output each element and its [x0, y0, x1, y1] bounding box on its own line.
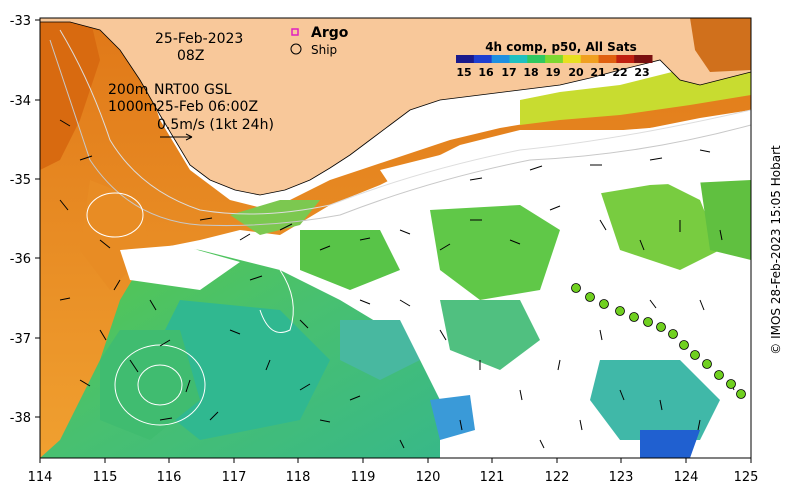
sst-warm-band	[40, 18, 751, 458]
colorbar-swatch	[598, 55, 617, 63]
colorbar-tick: 17	[501, 66, 516, 79]
isobath-label-200: 200m	[108, 82, 148, 98]
x-tick-label: 119	[351, 470, 376, 485]
product-name: NRT00 GSL	[154, 82, 232, 98]
colorbar-tick: 20	[568, 66, 584, 79]
map-hour: 08Z	[177, 48, 204, 64]
colorbar-swatch	[473, 55, 493, 63]
isobath-label-1000: 1000m	[108, 99, 157, 115]
product-time: 25-Feb 06:00Z	[156, 99, 258, 115]
colorbar-swatch	[456, 55, 475, 63]
y-tick-label: -36	[10, 252, 31, 267]
colorbar-swatch	[491, 55, 510, 63]
colorbar-swatch	[616, 55, 635, 63]
colorbar-swatch	[634, 55, 653, 63]
credit-text: © IMOS 28-Feb-2023 15:05 Hobart	[769, 145, 783, 355]
y-tick-label: -37	[10, 332, 31, 347]
colorbar-tick: 22	[612, 66, 627, 79]
x-tick-label: 115	[93, 470, 118, 485]
y-tick-label: -34	[10, 94, 31, 109]
x-tick-label: 120	[416, 470, 441, 485]
x-tick-label: 117	[222, 470, 247, 485]
colorbar-swatch	[562, 55, 582, 63]
x-tick-label: 118	[286, 470, 311, 485]
colorbar-swatch	[545, 55, 564, 63]
map-date: 25-Feb-2023	[155, 31, 243, 47]
y-tick-label: -38	[10, 411, 31, 426]
x-tick-label: 114	[28, 470, 53, 485]
colorbar-swatch	[527, 55, 546, 63]
colorbar-title: 4h comp, p50, All Sats	[485, 40, 637, 54]
colorbar-swatch	[509, 55, 528, 63]
argo-icon	[291, 28, 299, 36]
scale-label: 0.5m/s (1kt 24h)	[157, 117, 274, 133]
x-tick-label: 125	[734, 470, 759, 485]
axis-ticks	[35, 19, 752, 463]
current-vectors	[59, 119, 735, 449]
colorbar-tick: 23	[634, 66, 649, 79]
legend-ship: Ship	[311, 43, 337, 57]
legend-argo: Argo	[311, 25, 349, 41]
plot-frame	[39, 17, 752, 459]
colorbar	[456, 55, 653, 63]
x-tick-label: 124	[674, 470, 699, 485]
colorbar-tick: 15	[456, 66, 471, 79]
colorbar-tick: 21	[590, 66, 605, 79]
colorbar-swatch	[580, 55, 600, 63]
x-tick-label: 116	[157, 470, 182, 485]
y-tick-label: -33	[10, 14, 31, 29]
colorbar-tick: 18	[523, 66, 538, 79]
colorbar-tick: 19	[545, 66, 560, 79]
x-tick-label: 121	[480, 470, 505, 485]
ship-track	[571, 283, 746, 399]
x-tick-label: 122	[545, 470, 570, 485]
colorbar-tick: 16	[478, 66, 494, 79]
ship-icon	[290, 43, 302, 55]
y-tick-label: -35	[10, 173, 31, 188]
x-tick-label: 123	[609, 470, 634, 485]
scale-arrow	[160, 133, 193, 141]
isobath-200m	[59, 29, 751, 215]
